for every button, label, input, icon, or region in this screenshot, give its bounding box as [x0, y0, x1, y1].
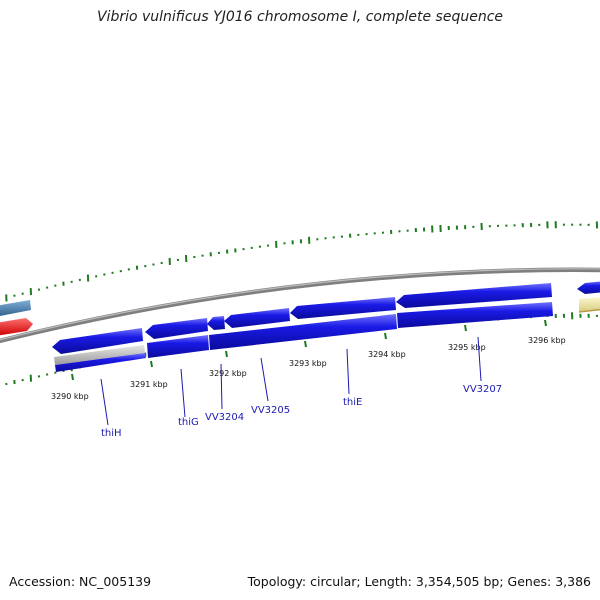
cds-blue-lower-4: [397, 302, 553, 328]
tick-label-3292: 3292 kbp: [209, 369, 247, 378]
topology-summary: Topology: circular; Length: 3,354,505 bp…: [247, 574, 591, 589]
cds-arrow-2: [145, 318, 208, 339]
accession-text: Accession: NC_005139: [9, 574, 152, 589]
feature-khaki-edge: [578, 308, 600, 313]
gene-label-thiG: thiG: [178, 417, 199, 428]
tick-label-3294: 3294 kbp: [368, 350, 406, 359]
gc-marks-outer: [5, 221, 599, 302]
feature-blue-right: [577, 281, 600, 294]
cds-arrow-4: [224, 308, 290, 328]
tick-label-3290: 3290 kbp: [51, 392, 89, 401]
backbone-arc: [0, 267, 600, 344]
backbone-arc-highlight: [0, 268, 600, 341]
feature-steelblue: [0, 300, 31, 317]
feature-red-arrow: [0, 318, 33, 336]
gene-leader-lines: [100, 336, 482, 426]
cds-arrow-5: [290, 297, 396, 319]
gene-label-VV3205: VV3205: [251, 405, 290, 416]
cds-blue-lower-3: [209, 314, 397, 350]
cds-arrow-3: [207, 316, 225, 330]
gc-marks-inner: [5, 312, 599, 386]
gene-label-thiH: thiH: [101, 428, 122, 439]
tick-label-3295: 3295 kbp: [448, 343, 486, 352]
tick-label-3293: 3293 kbp: [289, 359, 327, 368]
kbp-ticks: [71, 319, 547, 381]
tick-label-3291: 3291 kbp: [130, 380, 168, 389]
cds-blue-lower-2: [147, 335, 209, 358]
gene-label-thiE: thiE: [343, 397, 362, 408]
tick-label-3296: 3296 kbp: [528, 336, 566, 345]
feature-khaki: [579, 297, 600, 312]
cds-blue-lower-1: [55, 353, 146, 372]
cds-arrow-1: [52, 328, 143, 354]
cds-gray: [54, 345, 145, 365]
gene-label-VV3204: VV3204: [205, 412, 244, 423]
map-title: Vibrio vulnificus YJ016 chromosome I, co…: [96, 9, 504, 25]
cds-arrow-6: [396, 283, 552, 308]
gene-label-VV3207: VV3207: [463, 384, 502, 395]
